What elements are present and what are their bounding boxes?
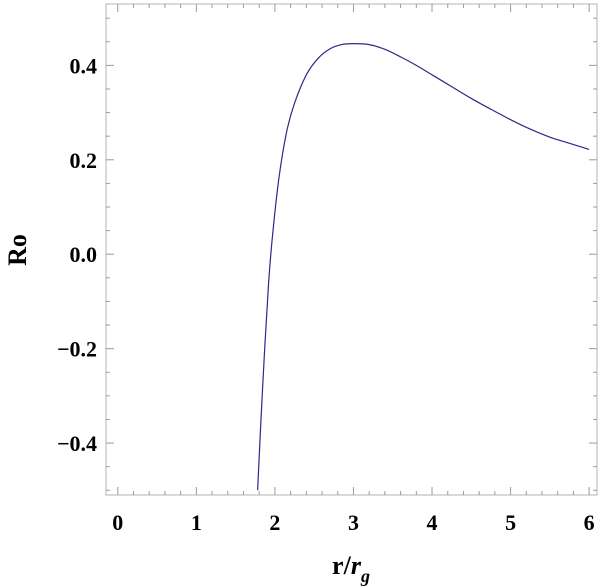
y-tick-label: 0.4: [70, 53, 98, 78]
y-axis-label: Ro: [3, 234, 32, 266]
y-tick-label: 0.0: [70, 242, 98, 267]
y-tick-label: −0.2: [57, 337, 97, 362]
minor-ticks: [106, 4, 597, 495]
x-tick-label: 3: [348, 510, 359, 535]
x-axis-label-italic: r: [351, 551, 362, 580]
x-axis-label: r/rg: [332, 551, 370, 586]
y-tick-labels: −0.4 −0.2 0.0 0.2 0.4: [57, 53, 97, 456]
series-group: [257, 43, 590, 491]
x-tick-label: 6: [584, 510, 595, 535]
x-tick-label: 0: [112, 510, 123, 535]
series-line-0: [257, 43, 590, 491]
y-tick-label: 0.2: [70, 148, 98, 173]
x-tick-label: 2: [269, 510, 280, 535]
x-tick-label: 4: [427, 510, 438, 535]
plot-frame: [105, 3, 598, 496]
x-axis-label-main: r/: [332, 551, 352, 580]
x-axis-label-subscript: g: [360, 566, 370, 586]
x-tick-label: 1: [191, 510, 202, 535]
x-tick-label: 5: [505, 510, 516, 535]
x-tick-labels: 0 1 2 3 4 5 6: [112, 510, 594, 535]
major-ticks: [106, 4, 597, 495]
y-tick-label: −0.4: [57, 431, 97, 456]
